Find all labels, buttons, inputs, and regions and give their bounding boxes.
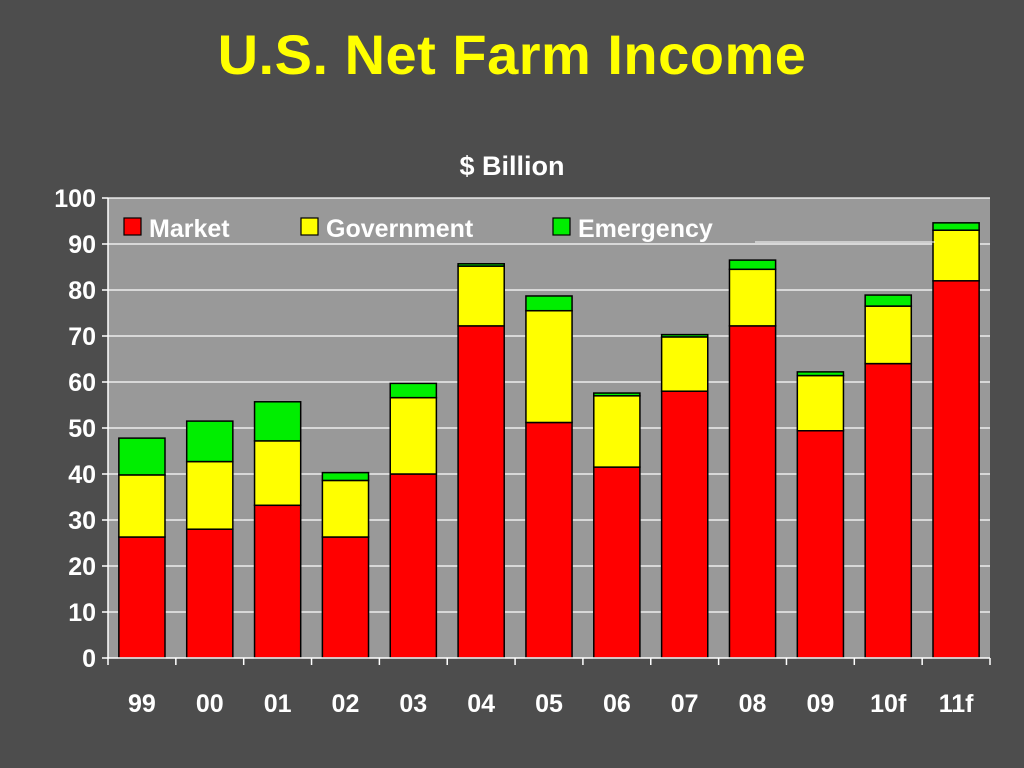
bar-market-01 bbox=[253, 504, 302, 659]
x-tick-label: 03 bbox=[399, 690, 427, 718]
bar-market-09 bbox=[796, 430, 845, 659]
bar-emergency-05 bbox=[525, 295, 573, 312]
bar-emergency-04 bbox=[457, 263, 505, 267]
bar-government-01 bbox=[253, 440, 302, 507]
x-tick-label: 09 bbox=[806, 690, 834, 718]
bar-government-10f bbox=[864, 305, 913, 365]
bar-market-11f bbox=[932, 280, 980, 659]
bar-emergency-11f bbox=[932, 222, 980, 231]
legend-label-emergency: Emergency bbox=[578, 215, 713, 243]
bar-market-08 bbox=[728, 325, 777, 659]
bar-government-09 bbox=[796, 374, 845, 432]
y-tick-label: 30 bbox=[68, 507, 96, 535]
bar-government-05 bbox=[525, 309, 573, 424]
legend-swatch-emergency bbox=[552, 217, 571, 236]
bar-emergency-08 bbox=[728, 259, 777, 271]
x-tick-label: 11f bbox=[939, 690, 974, 718]
bar-market-10f bbox=[864, 362, 913, 659]
y-tick-label: 10 bbox=[68, 599, 96, 627]
x-tick-label: 99 bbox=[128, 690, 156, 718]
bar-government-99 bbox=[118, 474, 166, 538]
bar-government-07 bbox=[660, 336, 709, 392]
y-tick-label: 20 bbox=[68, 553, 96, 581]
chart-title: $ Billion bbox=[459, 151, 564, 181]
y-tick-label: 40 bbox=[68, 461, 96, 489]
bar-market-02 bbox=[321, 536, 370, 659]
bar-emergency-09 bbox=[796, 371, 845, 377]
y-tick-label: 90 bbox=[68, 231, 96, 259]
bar-emergency-02 bbox=[321, 471, 370, 482]
y-tick-label: 50 bbox=[68, 415, 96, 443]
x-tick-label: 10f bbox=[870, 690, 907, 718]
bar-market-99 bbox=[118, 536, 166, 659]
y-tick-label: 0 bbox=[82, 645, 96, 673]
bar-government-08 bbox=[728, 268, 777, 327]
bar-emergency-99 bbox=[118, 437, 166, 476]
bar-government-06 bbox=[593, 395, 641, 468]
legend: Market Government Emergency bbox=[123, 215, 935, 243]
bar-market-00 bbox=[185, 528, 234, 659]
bar-emergency-00 bbox=[185, 420, 234, 463]
bar-government-02 bbox=[321, 479, 370, 538]
bar-government-00 bbox=[185, 460, 234, 530]
slide-title: U.S. Net Farm Income bbox=[217, 23, 807, 86]
bar-market-04 bbox=[457, 325, 505, 659]
bar-government-04 bbox=[457, 265, 505, 327]
x-tick-label: 00 bbox=[196, 690, 224, 718]
bar-market-05 bbox=[525, 421, 573, 659]
bar-emergency-07 bbox=[660, 333, 709, 338]
x-tick-label: 08 bbox=[739, 690, 767, 718]
bar-government-11f bbox=[932, 229, 980, 282]
legend-swatch-government bbox=[300, 217, 319, 236]
y-tick-label: 80 bbox=[68, 277, 96, 305]
x-tick-label: 05 bbox=[535, 690, 563, 718]
x-tick-label: 01 bbox=[264, 690, 292, 718]
y-tick-label: 100 bbox=[54, 185, 96, 213]
bar-emergency-06 bbox=[593, 392, 641, 397]
bar-government-03 bbox=[389, 396, 438, 475]
y-tick-label: 60 bbox=[68, 369, 96, 397]
bar-emergency-03 bbox=[389, 382, 438, 399]
legend-label-government: Government bbox=[326, 215, 474, 243]
bar-market-06 bbox=[593, 466, 641, 659]
x-tick-label: 02 bbox=[332, 690, 360, 718]
x-tick-label: 06 bbox=[603, 690, 631, 718]
bar-market-07 bbox=[660, 390, 709, 659]
bar-market-03 bbox=[389, 473, 438, 659]
bar-emergency-01 bbox=[253, 401, 302, 442]
bar-emergency-10f bbox=[864, 294, 913, 307]
y-tick-label: 70 bbox=[68, 323, 96, 351]
x-tick-label: 07 bbox=[671, 690, 699, 718]
legend-swatch-market bbox=[123, 217, 142, 236]
x-tick-label: 04 bbox=[467, 690, 495, 718]
legend-label-market: Market bbox=[149, 215, 230, 243]
